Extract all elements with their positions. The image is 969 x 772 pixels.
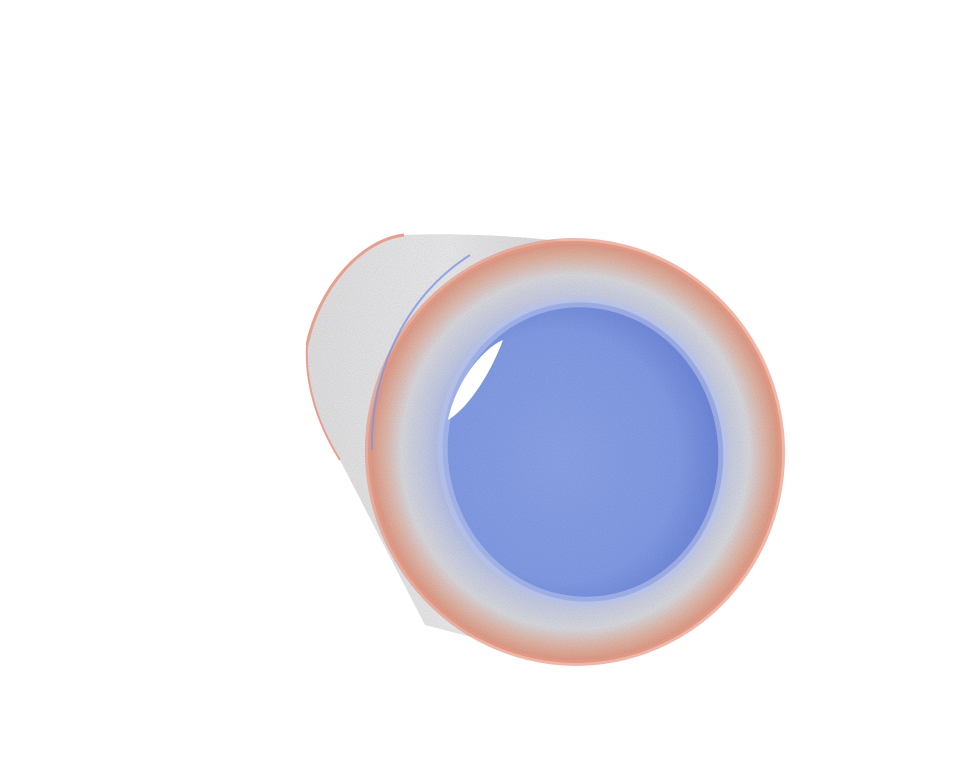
inner-bore bbox=[437, 297, 729, 607]
bore-opening bbox=[448, 340, 503, 420]
